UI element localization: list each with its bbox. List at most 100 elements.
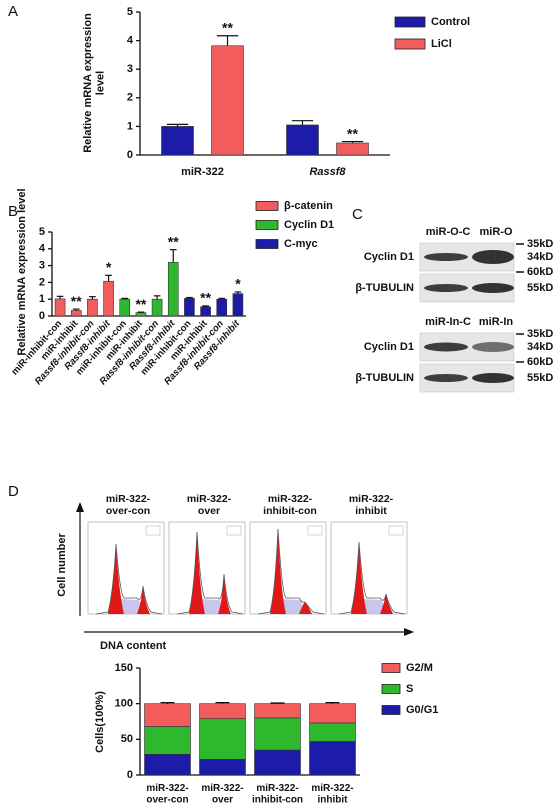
legend-label: Cyclin D1 — [284, 219, 334, 231]
blot-band — [472, 373, 514, 383]
bar — [184, 298, 195, 317]
y-tick-label: 5 — [127, 6, 133, 18]
error-bar — [166, 123, 189, 127]
y-tick-label: 1 — [39, 293, 45, 305]
histogram-g1-peak — [189, 532, 205, 614]
marker-label: 35kD — [527, 328, 553, 340]
y-tick-label: 150 — [115, 662, 133, 674]
y-axis-label: Relative mRNA expression level — [16, 188, 28, 355]
legend-label: G2/M — [406, 662, 433, 674]
error-bar — [186, 296, 193, 299]
histogram-g1-peak — [351, 542, 367, 614]
y-axis-label: Cells(100%) — [94, 691, 106, 753]
histogram-title: miR-322-inhibit — [349, 493, 394, 517]
y-tick-label: 0 — [39, 310, 45, 322]
error-bar — [153, 295, 161, 300]
error-bar — [56, 295, 64, 299]
bar — [161, 126, 194, 156]
bar-segment — [309, 722, 356, 742]
protein-label: Cyclin D1 — [364, 341, 414, 353]
protein-label: β-TUBULIN — [355, 282, 414, 294]
panel-letter: B — [8, 203, 18, 220]
x-tick-label: Rassf8 — [309, 166, 346, 178]
significance: ** — [222, 19, 233, 35]
legend-swatch — [394, 16, 426, 28]
error-bar — [341, 140, 364, 143]
y-tick-label: 4 — [39, 243, 46, 255]
legend-swatch — [381, 663, 401, 673]
lane-label: miR-O-C — [426, 226, 471, 238]
error-bar — [121, 297, 129, 300]
marker-label: 34kD — [527, 341, 553, 353]
panel-letter: D — [8, 483, 19, 500]
histogram-legend — [226, 525, 242, 536]
protein-label: Cyclin D1 — [364, 251, 414, 263]
error-bar — [325, 701, 340, 704]
histogram-y-label: Cell number — [56, 533, 68, 597]
blot-band — [424, 342, 468, 352]
y-tick-label: 5 — [39, 226, 45, 238]
bar-segment — [144, 703, 191, 727]
histogram-outline — [176, 531, 244, 615]
error-bar — [270, 702, 285, 704]
bar — [103, 280, 114, 317]
histogram-g1-peak — [108, 544, 124, 614]
y-tick-label: 0 — [127, 769, 133, 781]
bar-segment — [199, 759, 246, 776]
bar — [286, 124, 319, 156]
marker-label: 60kD — [527, 266, 553, 278]
marker-label: 55kD — [527, 372, 553, 384]
lane-label: miR-In-C — [425, 316, 471, 328]
y-tick-label: 3 — [39, 260, 45, 272]
bar-segment — [144, 726, 191, 755]
bar — [119, 298, 131, 317]
histogram-x-label: DNA content — [100, 640, 167, 652]
significance: * — [235, 276, 241, 292]
bar-segment — [254, 749, 301, 776]
bar — [151, 298, 163, 317]
histogram-title: miR-322-over — [187, 493, 232, 517]
panel-letter: A — [8, 3, 18, 20]
significance: ** — [347, 125, 358, 141]
error-bar — [216, 35, 239, 46]
arrow-head — [76, 502, 84, 512]
error-bar — [160, 701, 175, 704]
bar — [54, 298, 66, 317]
bar-segment — [199, 703, 246, 719]
bar-segment — [144, 754, 191, 776]
bar — [200, 306, 211, 317]
histogram-g2-peak — [218, 574, 231, 614]
error-bar — [105, 274, 112, 282]
error-bar — [169, 249, 177, 263]
error-bar — [137, 311, 145, 313]
marker-label: 34kD — [527, 251, 553, 263]
legend-label: G0/G1 — [406, 704, 438, 716]
panel-letter: C — [352, 206, 363, 223]
marker-label: 60kD — [527, 356, 553, 368]
significance: * — [106, 259, 112, 275]
y-tick-label: 3 — [127, 63, 133, 75]
legend-swatch — [255, 220, 279, 230]
y-tick-label: 50 — [121, 733, 133, 745]
bar-segment — [254, 703, 301, 719]
histogram-g1-peak — [270, 529, 286, 614]
error-bar — [72, 308, 80, 311]
legend-swatch — [381, 705, 401, 715]
histogram-legend — [145, 525, 161, 536]
x-tick-label: miR-322-inhibit — [311, 783, 353, 806]
marker-label: 55kD — [527, 282, 553, 294]
significance: ** — [71, 293, 82, 309]
bar — [70, 310, 82, 317]
bar — [232, 293, 244, 317]
histogram-title: miR-322-inhibit-con — [263, 493, 317, 517]
lane-label: miR-In — [479, 316, 514, 328]
legend-swatch — [255, 201, 279, 211]
histogram-g2-peak — [299, 602, 312, 614]
blot-band — [472, 250, 514, 264]
significance: ** — [168, 233, 179, 249]
legend-label: Control — [431, 16, 470, 28]
arrow-head — [404, 628, 414, 636]
histogram-g2-peak — [380, 594, 393, 614]
bar — [216, 298, 228, 317]
histogram-outline — [95, 543, 163, 615]
